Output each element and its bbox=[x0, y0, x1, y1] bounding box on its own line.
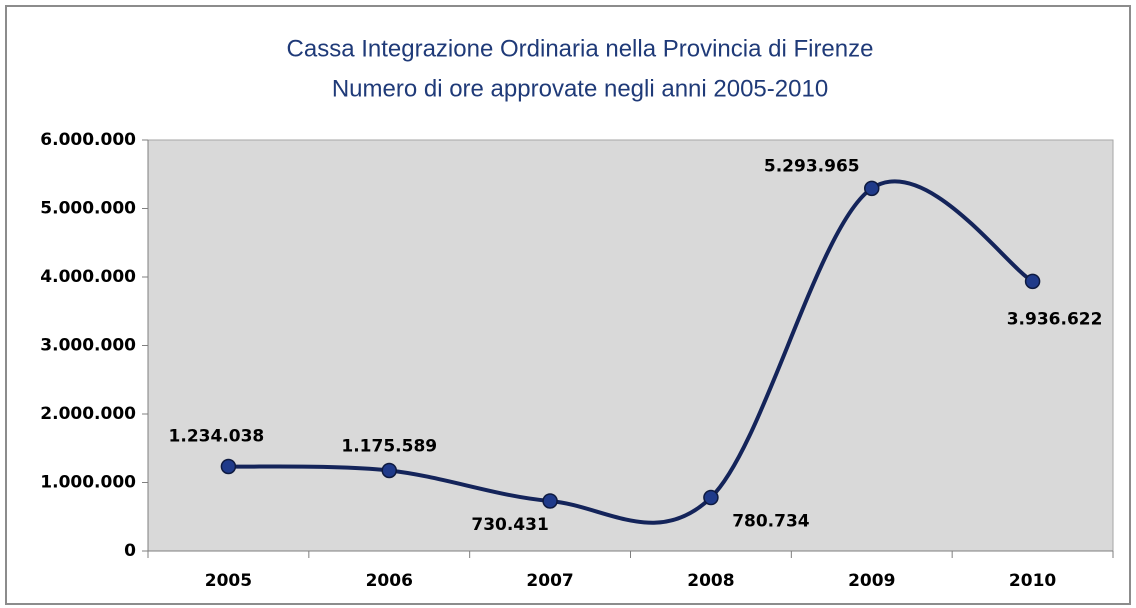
data-label: 780.734 bbox=[732, 512, 810, 532]
plot-area bbox=[147, 139, 1114, 552]
marker bbox=[1024, 273, 1041, 290]
data-label: 1.175.589 bbox=[341, 436, 437, 456]
x-tick-label: 2007 bbox=[526, 571, 573, 591]
marker bbox=[542, 493, 558, 509]
y-tick-label: 1.000.000 bbox=[40, 473, 136, 493]
chart-subtitle: Numero di ore approvate negli anni 2005-… bbox=[332, 75, 828, 102]
y-tick-label: 6.000.000 bbox=[40, 130, 136, 150]
data-label: 5.293.965 bbox=[764, 156, 860, 176]
marker bbox=[864, 180, 880, 197]
chart-title: Cassa Integrazione Ordinaria nella Provi… bbox=[287, 35, 874, 62]
y-tick-label: 0 bbox=[124, 541, 136, 561]
x-tick-label: 2009 bbox=[848, 571, 895, 591]
x-tick-label: 2008 bbox=[687, 571, 734, 591]
x-tick-label: 2006 bbox=[366, 571, 413, 591]
data-label: 3.936.622 bbox=[1007, 309, 1103, 329]
marker bbox=[381, 462, 397, 479]
x-tick-label: 2005 bbox=[205, 571, 252, 591]
y-tick-label: 4.000.000 bbox=[40, 267, 136, 287]
x-tick-label: 2010 bbox=[1009, 571, 1056, 591]
y-tick-label: 2.000.000 bbox=[40, 404, 136, 424]
data-label: 730.431 bbox=[471, 515, 548, 535]
marker bbox=[220, 458, 237, 475]
marker bbox=[703, 489, 719, 506]
data-label: 1.234.038 bbox=[169, 426, 265, 446]
y-tick-label: 5.000.000 bbox=[40, 199, 136, 219]
y-tick-label: 3.000.000 bbox=[40, 336, 136, 356]
